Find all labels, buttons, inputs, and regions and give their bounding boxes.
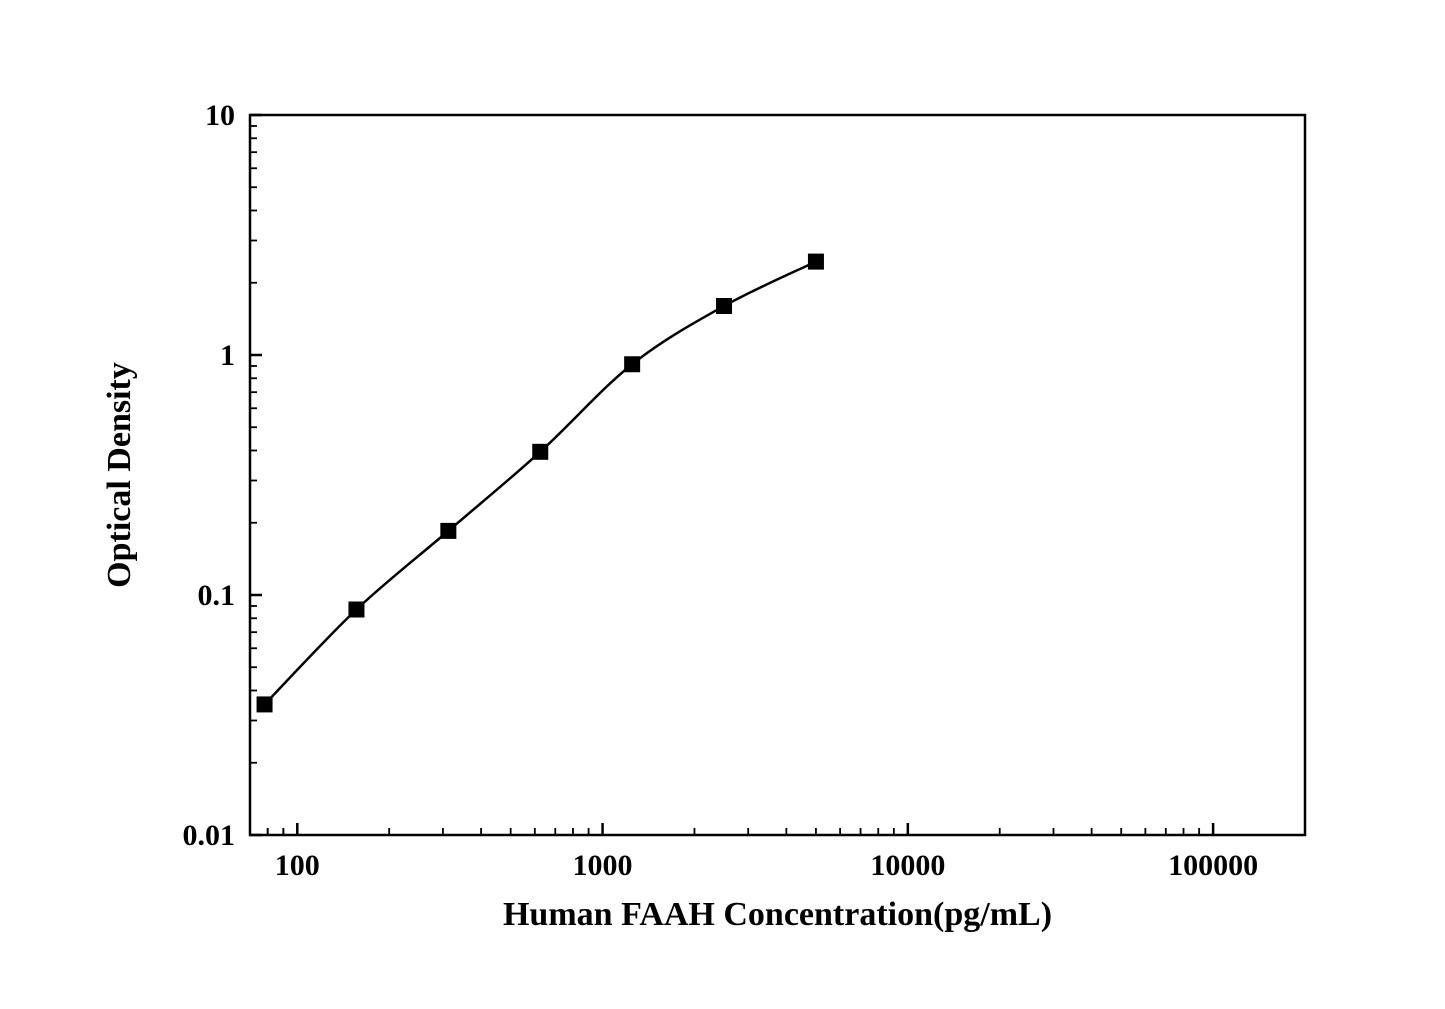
- svg-text:1000: 1000: [573, 849, 633, 882]
- chart-container: 100 1000 10000 100000 0.01 0.1 1 10 Human FAAH C…: [0, 0, 1445, 1009]
- y-axis-label: Optical Density: [101, 362, 138, 588]
- data-marker: [717, 299, 732, 314]
- data-marker: [257, 697, 272, 712]
- data-marker: [441, 523, 456, 538]
- svg-text:0.01: 0.01: [183, 819, 236, 852]
- svg-text:0.1: 0.1: [198, 579, 236, 612]
- svg-text:10: 10: [205, 99, 235, 132]
- svg-text:10000: 10000: [870, 849, 945, 882]
- svg-text:1: 1: [220, 339, 235, 372]
- data-marker: [808, 254, 823, 269]
- data-marker: [349, 602, 364, 617]
- data-marker: [533, 444, 548, 459]
- svg-text:100: 100: [275, 849, 320, 882]
- data-marker: [625, 357, 640, 372]
- chart-svg: 100 1000 10000 100000 0.01 0.1 1 10 Human FAAH C…: [0, 0, 1445, 1009]
- svg-text:100000: 100000: [1168, 849, 1258, 882]
- x-axis-label: Human FAAH Concentration(pg/mL): [503, 896, 1052, 933]
